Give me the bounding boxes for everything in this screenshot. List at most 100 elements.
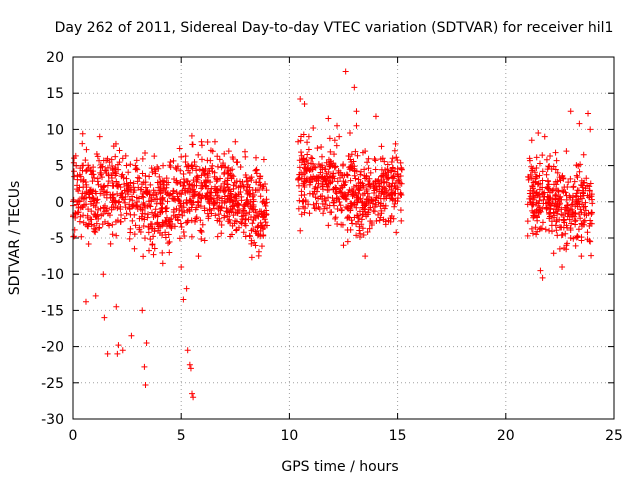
data-point [249,193,256,200]
data-point [345,189,352,196]
data-point [188,233,195,240]
data-point [101,191,108,198]
data-point [378,207,385,214]
data-point [114,205,121,212]
data-point [205,213,212,220]
data-point [327,173,334,180]
data-point [357,168,364,175]
data-point [108,156,115,163]
data-point [84,212,91,219]
data-point [342,68,349,75]
data-point [377,214,384,221]
data-point [157,209,164,216]
data-point [378,166,385,173]
data-point [244,196,251,203]
data-point [184,162,191,169]
data-point [175,211,182,218]
data-point [309,166,316,173]
data-point [70,159,77,166]
data-point [330,186,337,193]
data-point [309,155,316,162]
data-point [355,212,362,219]
data-point [568,220,575,227]
data-point [361,166,368,173]
data-point [133,157,140,164]
data-point [573,172,580,179]
data-point [565,179,572,186]
data-point [298,211,305,218]
data-point [153,200,160,207]
data-point [533,231,540,238]
data-point [380,191,387,198]
data-point [530,213,537,220]
data-point [140,194,147,201]
data-point [109,221,116,228]
data-point [180,170,187,177]
data-point [377,203,384,210]
data-point [355,218,362,225]
data-point [161,185,168,192]
data-bands [70,131,596,261]
data-point [295,176,302,183]
data-point [187,365,194,372]
data-point [156,173,163,180]
data-point [393,229,400,236]
data-point [345,152,352,159]
data-point [109,182,116,189]
data-point [253,154,260,161]
data-point [525,174,532,181]
data-point [163,191,170,198]
data-point [582,185,589,192]
y-tick-labels: 20 15 10 5 0 -5 -10 -15 -20 -25 -30 [41,50,64,428]
data-point [260,156,267,163]
data-point [252,167,259,174]
data-point [149,225,156,232]
data-point [547,210,554,217]
data-point [314,184,321,191]
data-point [529,201,536,208]
data-point [126,235,133,242]
data-point [173,205,180,212]
data-point [319,200,326,207]
data-point [370,180,377,187]
data-point [362,148,369,155]
data-point [529,182,536,189]
data-point [216,218,223,225]
data-point [257,193,264,200]
data-point [119,171,126,178]
data-point [139,190,146,197]
data-point [555,188,562,195]
data-point [206,206,213,213]
data-point [552,178,559,185]
data-point [301,209,308,216]
data-point [535,130,542,137]
data-point [224,209,231,216]
data-point [587,126,594,133]
data-point [366,225,373,232]
data-point [391,203,398,210]
data-point [549,187,556,194]
data-point [81,202,88,209]
data-point [365,165,372,172]
data-point [524,218,531,225]
data-point [259,225,266,232]
data-point [305,201,312,208]
data-point [96,133,103,140]
data-point [232,138,239,145]
data-point [76,218,83,225]
data-point [192,163,199,170]
data-point [526,155,533,162]
data-point [329,162,336,169]
data-point [100,271,107,278]
data-point [178,263,185,270]
data-point [214,163,221,170]
data-point [99,221,106,228]
data-point [323,170,330,177]
data-point [373,194,380,201]
data-point [372,113,379,120]
data-point [587,180,594,187]
data-point [231,179,238,186]
data-point [313,188,320,195]
data-point [176,235,183,242]
data-point [563,196,570,203]
